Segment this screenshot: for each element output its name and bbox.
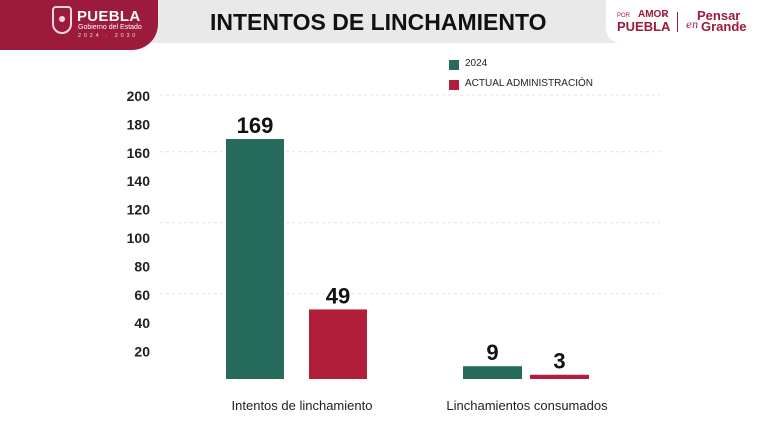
crest-icon [52,6,72,34]
logo-years: 2024 · 2030 [78,33,139,39]
slogan-amor: AMOR [638,9,669,20]
legend-swatch-actual [449,80,459,90]
legend-label-actual: ACTUAL ADMINISTRACIÓN [465,78,593,89]
bar-1-0 [463,366,522,379]
legend-swatch-2024 [449,60,459,70]
y-tick-label: 120 [127,202,151,218]
y-tick-label: 180 [127,116,151,132]
logo-subtitle: Gobierno del Estado [78,24,142,31]
category-label-0: Intentos de linchamiento [232,398,373,413]
data-label-1-0: 9 [486,340,498,365]
legend-label-2024: 2024 [465,58,488,69]
data-label-1-1: 3 [553,349,565,374]
logo-divider [677,12,678,32]
bar-1-1 [530,374,589,379]
y-tick-label: 20 [134,344,150,360]
logo-name: PUEBLA [77,8,141,25]
y-tick-label: 160 [127,145,151,161]
page-title: INTENTOS DE LINCHAMIENTO [210,9,547,35]
slogan-a: A [663,13,668,19]
slogan-por: POR [617,13,631,19]
slogan-logos: POR AMOR A PUEBLA Pensar en Grande [606,0,763,43]
y-tick-label: 80 [134,258,150,274]
slogan-pensar: Pensar [697,8,741,23]
y-tick-label: 40 [134,315,150,331]
header-bar: PUEBLA Gobierno del Estado 2024 · 2030 I… [0,0,763,50]
y-tick-label: 200 [127,88,151,104]
bar-0-0 [226,139,284,379]
data-label-0-0: 169 [237,113,274,138]
bar-0-1 [309,309,367,379]
slogan-grande: Grande [701,19,747,34]
puebla-government-logo: PUEBLA Gobierno del Estado 2024 · 2030 [0,0,158,50]
y-tick-label: 140 [127,173,151,189]
y-tick-label: 60 [134,287,150,303]
slogan-puebla: PUEBLA [617,19,671,34]
y-tick-label: 100 [127,230,151,246]
data-label-0-1: 49 [326,283,350,308]
slogan-en: en [686,20,699,31]
category-label-1: Linchamientos consumados [446,398,608,413]
